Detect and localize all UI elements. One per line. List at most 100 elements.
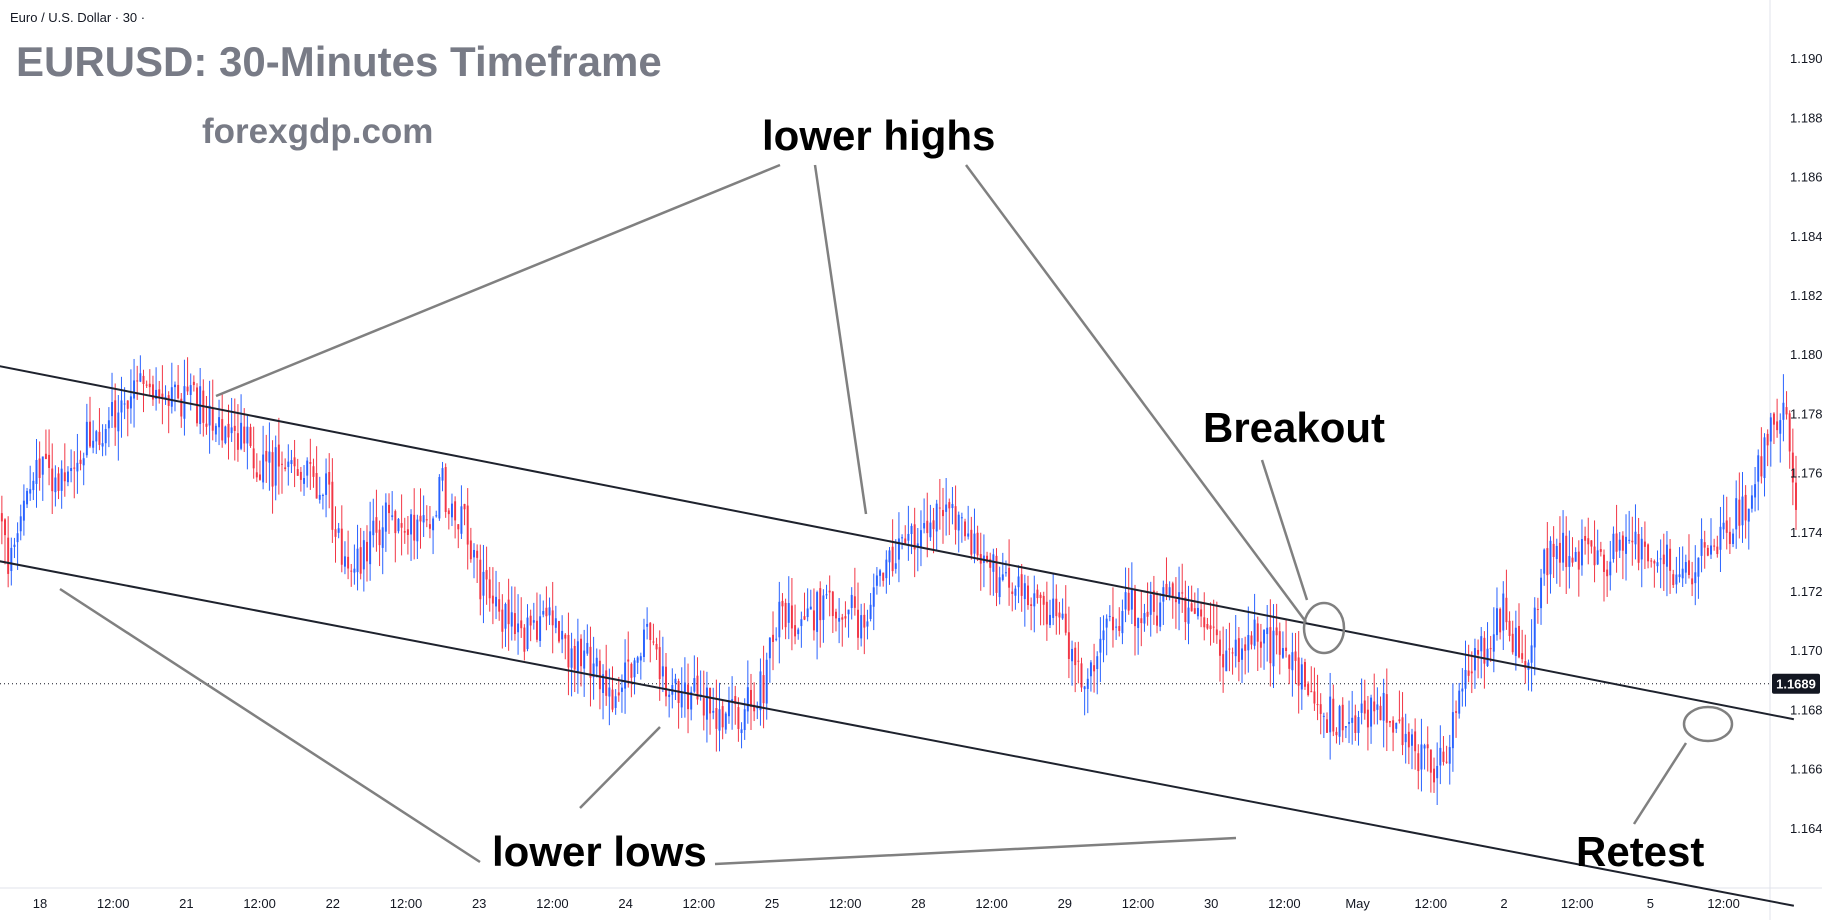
candle[interactable] — [1263, 629, 1266, 670]
candle[interactable] — [589, 626, 592, 707]
candle[interactable] — [89, 396, 91, 449]
candle[interactable] — [1159, 593, 1162, 632]
candle[interactable] — [1473, 638, 1476, 689]
candle[interactable] — [561, 615, 564, 654]
candle[interactable] — [822, 589, 825, 643]
candle[interactable] — [731, 676, 734, 730]
candle[interactable] — [932, 507, 935, 554]
candle[interactable] — [356, 524, 359, 591]
candle[interactable] — [580, 634, 582, 687]
candle[interactable] — [1678, 547, 1681, 583]
candle[interactable] — [136, 365, 139, 400]
candle[interactable] — [145, 380, 148, 388]
candle[interactable] — [7, 516, 10, 588]
candle[interactable] — [1291, 632, 1294, 697]
candle[interactable] — [595, 648, 598, 678]
candle[interactable] — [797, 627, 800, 640]
candle[interactable] — [1338, 704, 1341, 745]
candle[interactable] — [1684, 554, 1687, 584]
candle[interactable] — [794, 604, 797, 645]
candle[interactable] — [63, 443, 66, 497]
candle[interactable] — [1700, 518, 1703, 573]
candle[interactable] — [1584, 526, 1587, 555]
candle[interactable] — [1196, 588, 1199, 620]
candle[interactable] — [1137, 617, 1140, 655]
candle[interactable] — [1055, 584, 1058, 635]
candle[interactable] — [564, 633, 567, 660]
candle[interactable] — [649, 622, 652, 663]
candle[interactable] — [674, 673, 677, 701]
candle[interactable] — [740, 722, 743, 749]
candle[interactable] — [372, 498, 375, 548]
candle[interactable] — [784, 598, 787, 640]
candle[interactable] — [369, 501, 372, 581]
candle[interactable] — [781, 593, 784, 630]
candle[interactable] — [1477, 639, 1480, 679]
candle[interactable] — [1688, 534, 1690, 579]
candle[interactable] — [746, 660, 749, 724]
candle[interactable] — [167, 391, 170, 434]
candle[interactable] — [1313, 667, 1316, 711]
candle[interactable] — [139, 355, 142, 383]
candle[interactable] — [1577, 540, 1580, 597]
candle[interactable] — [1612, 526, 1615, 563]
candle[interactable] — [482, 544, 485, 624]
candle[interactable] — [1363, 679, 1366, 720]
candle[interactable] — [526, 604, 529, 652]
candle[interactable] — [677, 678, 680, 729]
candle[interactable] — [274, 435, 277, 501]
candle[interactable] — [170, 362, 173, 414]
candle[interactable] — [1618, 531, 1621, 558]
candle[interactable] — [1093, 643, 1096, 693]
candle[interactable] — [1373, 673, 1376, 725]
candle[interactable] — [727, 686, 730, 724]
candle[interactable] — [422, 495, 425, 538]
candle[interactable] — [85, 403, 88, 458]
candle[interactable] — [1259, 623, 1262, 668]
candle[interactable] — [101, 424, 104, 457]
candle[interactable] — [441, 461, 444, 492]
candle[interactable] — [186, 357, 189, 396]
candle[interactable] — [1077, 641, 1080, 684]
candle[interactable] — [951, 487, 954, 525]
candle[interactable] — [419, 488, 422, 549]
candle[interactable] — [1052, 573, 1055, 626]
candle[interactable] — [1420, 718, 1423, 792]
candle[interactable] — [1124, 567, 1127, 623]
candle[interactable] — [882, 572, 885, 587]
candle[interactable] — [875, 567, 878, 595]
candle[interactable] — [1049, 599, 1051, 629]
candle[interactable] — [1442, 736, 1445, 766]
candle[interactable] — [1357, 710, 1360, 746]
candle[interactable] — [772, 611, 775, 671]
candle[interactable] — [904, 525, 907, 545]
candle[interactable] — [1757, 449, 1760, 511]
candle[interactable] — [1228, 622, 1231, 672]
candle[interactable] — [558, 620, 560, 644]
candle[interactable] — [249, 423, 252, 448]
candle[interactable] — [450, 493, 453, 527]
candle[interactable] — [1023, 574, 1026, 627]
candle[interactable] — [992, 548, 995, 596]
candle[interactable] — [491, 567, 494, 625]
candle[interactable] — [869, 593, 872, 622]
candle[interactable] — [1451, 683, 1454, 772]
candle[interactable] — [1593, 520, 1596, 583]
candle[interactable] — [1495, 587, 1498, 641]
candle[interactable] — [428, 506, 431, 539]
candle[interactable] — [885, 550, 888, 594]
candle[interactable] — [41, 456, 44, 501]
candle[interactable] — [998, 566, 1001, 605]
candle[interactable] — [321, 493, 324, 510]
candle[interactable] — [1760, 427, 1763, 484]
candle[interactable] — [19, 504, 22, 541]
candle[interactable] — [1625, 514, 1628, 581]
candle[interactable] — [646, 607, 649, 640]
candle[interactable] — [567, 612, 570, 696]
trendlines[interactable] — [0, 361, 1795, 907]
candle[interactable] — [800, 611, 803, 648]
candle[interactable] — [702, 670, 705, 731]
candle[interactable] — [750, 673, 752, 731]
candle[interactable] — [1470, 651, 1473, 694]
